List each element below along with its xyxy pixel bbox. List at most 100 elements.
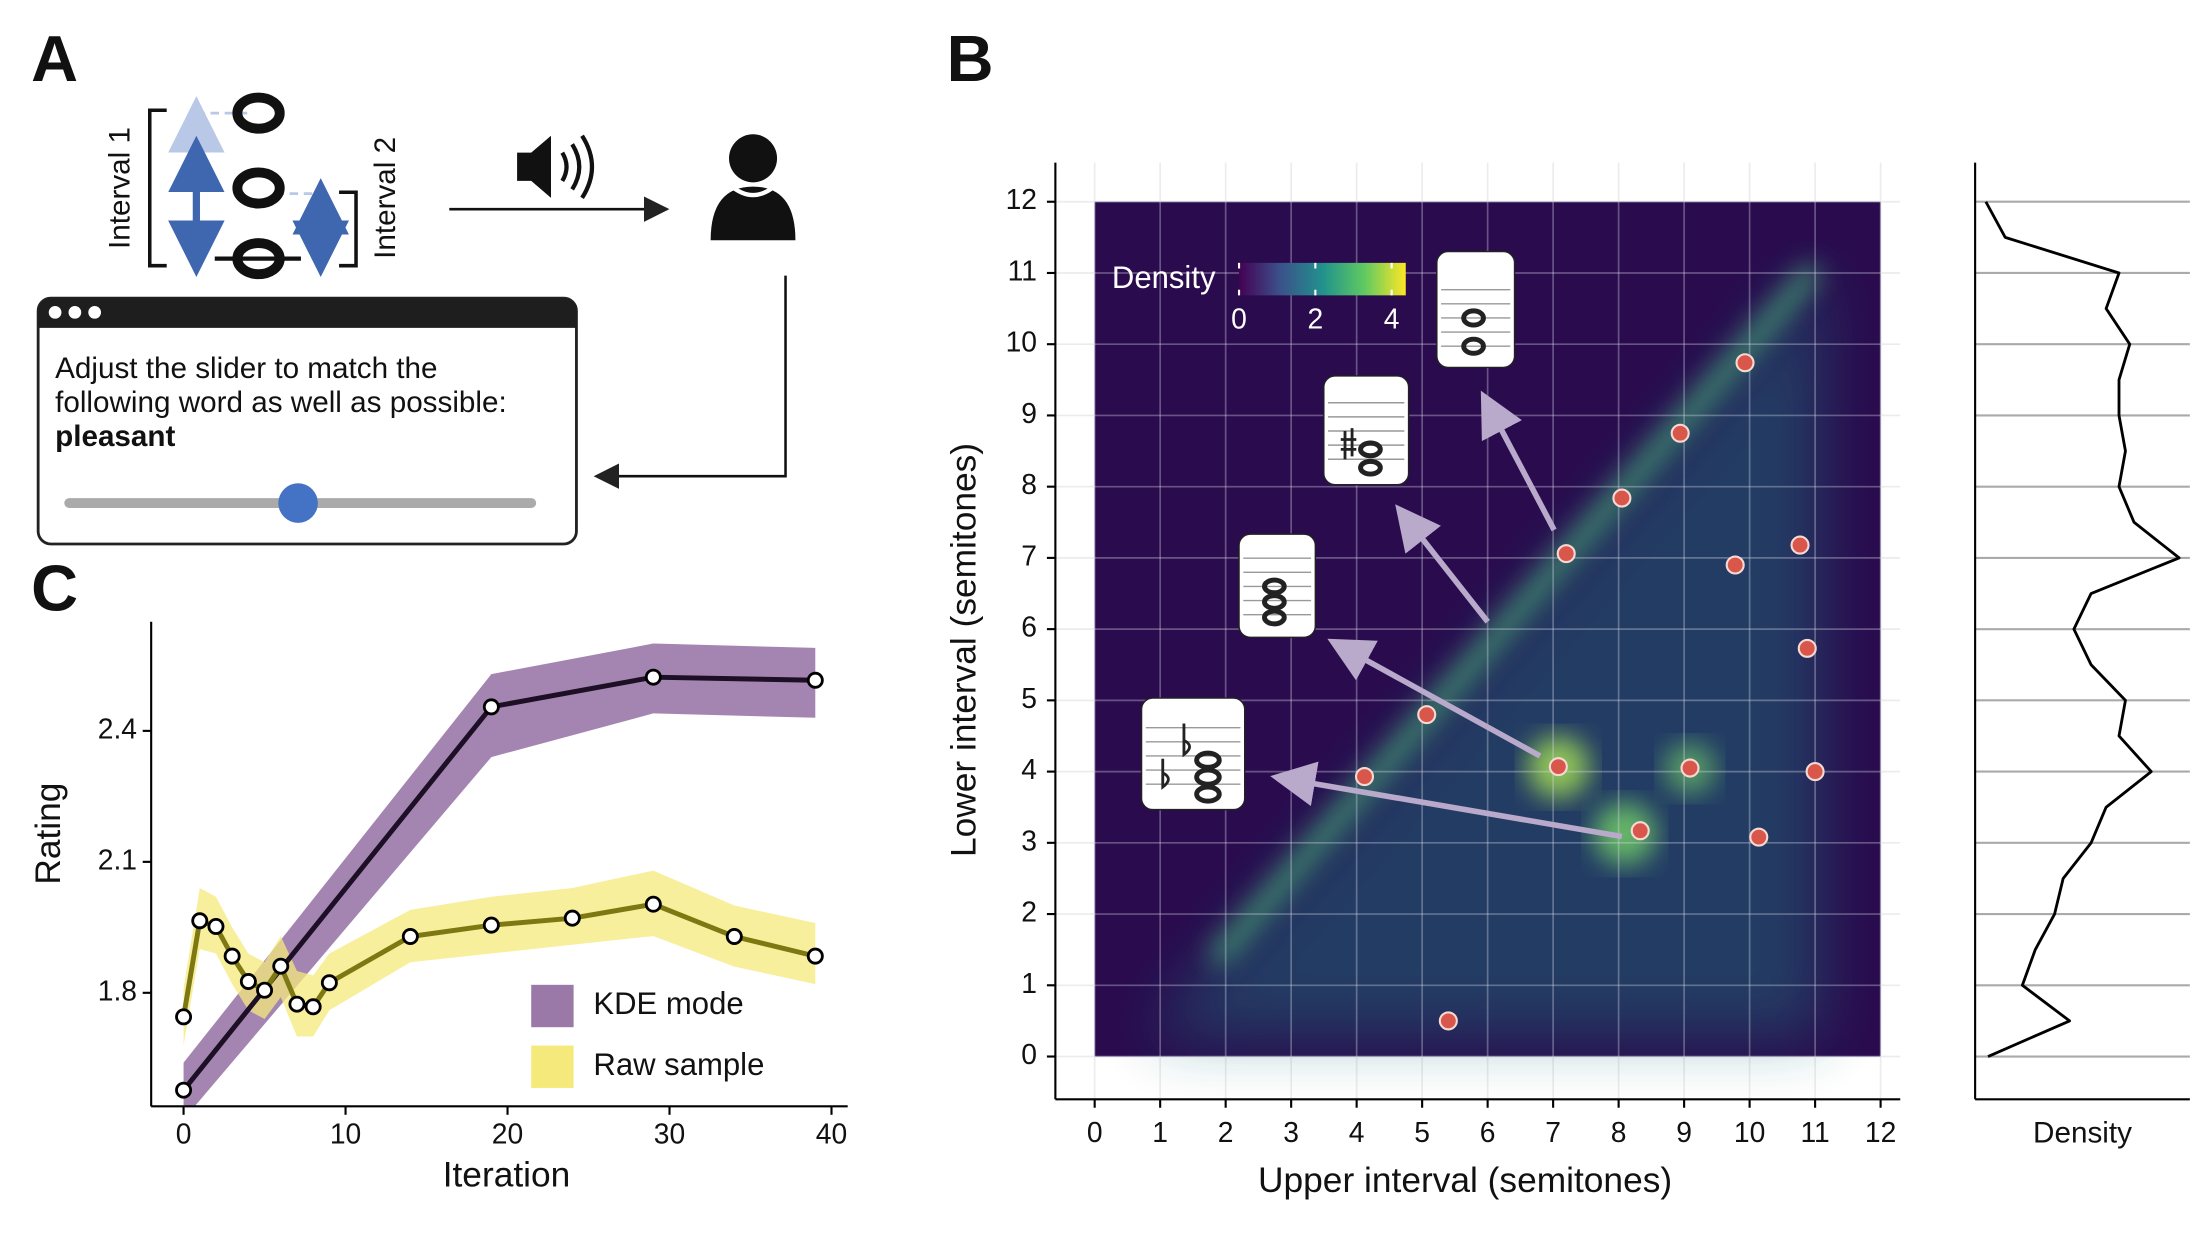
marker — [175, 1008, 193, 1026]
peak-point — [1612, 488, 1632, 508]
marker — [272, 957, 290, 975]
browser-window — [36, 296, 578, 546]
density-curve — [1984, 201, 2181, 1058]
x-tick-label: 12 — [1865, 1116, 1896, 1148]
peak-point — [1735, 353, 1755, 373]
prompt-word: pleasant — [55, 420, 175, 453]
x-axis-label: Density — [2033, 1116, 2132, 1149]
confidence-band — [183, 870, 816, 1046]
x-axis-label: Iteration — [443, 1155, 571, 1194]
y-tick-label: 2.4 — [98, 712, 137, 744]
marker — [288, 995, 306, 1013]
x-tick-label: 1 — [1152, 1116, 1168, 1148]
marker — [320, 974, 338, 992]
x-tick-label: 11 — [1800, 1116, 1829, 1148]
peak-point — [1556, 544, 1576, 564]
colorbar — [1239, 262, 1406, 296]
marker — [644, 895, 662, 913]
x-axis-label: Upper interval (semitones) — [1258, 1161, 1672, 1200]
y-tick-label: 2 — [1021, 896, 1037, 928]
marker — [482, 916, 500, 934]
x-tick-label: 30 — [654, 1117, 685, 1149]
colorbar-tick-label: 0 — [1231, 302, 1247, 334]
panel-label: B — [947, 22, 994, 95]
prompt-text: following word as well as possible: — [55, 386, 507, 419]
marker — [304, 998, 322, 1016]
slider-knob[interactable] — [278, 483, 318, 523]
marker — [207, 917, 225, 935]
y-tick-label: 11 — [1008, 254, 1037, 286]
y-tick-label: 1.8 — [98, 974, 137, 1006]
peak-point — [1805, 762, 1825, 782]
prompt-text: Adjust the slider to match the — [55, 352, 437, 385]
x-tick-label: 8 — [1611, 1116, 1627, 1148]
y-tick-label: 3 — [1021, 824, 1037, 856]
peak-point — [1749, 827, 1769, 847]
interval-label: Interval 2 — [369, 137, 402, 259]
y-tick-label: 1 — [1021, 967, 1037, 999]
y-tick-label: 4 — [1021, 753, 1037, 785]
x-tick-label: 6 — [1480, 1116, 1496, 1148]
colorbar-label: Density — [1112, 260, 1216, 295]
interval-label: Interval 1 — [103, 127, 136, 249]
peak-point — [1354, 767, 1375, 787]
x-tick-label: 7 — [1545, 1116, 1561, 1148]
x-tick-label: 10 — [1734, 1116, 1765, 1148]
y-tick-label: 7 — [1021, 539, 1037, 571]
marker — [725, 928, 743, 945]
legend-swatch — [531, 1045, 574, 1088]
peak-point — [1680, 758, 1700, 778]
legend-label: Raw sample — [593, 1047, 764, 1082]
panel-label: C — [31, 552, 78, 625]
marker — [806, 947, 824, 965]
marker — [401, 928, 419, 945]
peak-point — [1790, 535, 1810, 555]
legend-label: KDE mode — [593, 986, 743, 1021]
x-tick-label: 20 — [492, 1117, 523, 1149]
marker — [175, 1081, 193, 1099]
marker — [239, 972, 257, 990]
marker — [806, 671, 824, 689]
marker — [563, 909, 581, 927]
colorbar-tick-label: 2 — [1307, 302, 1323, 334]
y-tick-label: 10 — [1006, 326, 1037, 358]
peak-point — [1630, 821, 1650, 841]
x-tick-label: 9 — [1676, 1116, 1692, 1148]
x-tick-label: 40 — [816, 1117, 847, 1149]
density-glow — [1137, 261, 1824, 1039]
marker — [191, 912, 209, 930]
x-tick-label: 10 — [330, 1117, 361, 1149]
panel-label: A — [31, 22, 78, 95]
peak-point — [1725, 555, 1745, 575]
peak-point — [1670, 423, 1690, 443]
chord-icons — [1140, 250, 1623, 840]
series-line — [181, 674, 816, 1092]
x-tick-label: 5 — [1414, 1116, 1430, 1148]
legend-swatch — [531, 984, 574, 1028]
x-tick-label: 2 — [1218, 1116, 1234, 1148]
y-tick-label: 0 — [1021, 1038, 1037, 1070]
peak-point — [1548, 757, 1568, 777]
y-tick-label: 5 — [1021, 682, 1037, 714]
marker — [256, 981, 274, 999]
y-tick-label: 9 — [1021, 397, 1037, 429]
interval-diagram — [147, 92, 796, 489]
y-axis-label: Rating — [29, 783, 68, 885]
peak-point — [1797, 638, 1817, 658]
confidence-band — [183, 643, 816, 1107]
x-tick-label: 0 — [1087, 1116, 1103, 1148]
marker — [482, 698, 500, 716]
peak-point — [1438, 1011, 1458, 1031]
y-axis-label: Lower interval (semitones) — [945, 443, 984, 857]
x-tick-label: 0 — [176, 1117, 192, 1149]
y-tick-label: 12 — [1006, 183, 1037, 215]
colorbar-tick-label: 4 — [1384, 302, 1400, 334]
y-tick-label: 8 — [1021, 468, 1037, 500]
x-tick-label: 3 — [1283, 1116, 1299, 1148]
marker — [644, 668, 662, 686]
x-tick-label: 4 — [1349, 1116, 1365, 1148]
peak-point — [1417, 705, 1437, 725]
y-tick-label: 6 — [1021, 611, 1037, 643]
marker — [223, 947, 241, 965]
